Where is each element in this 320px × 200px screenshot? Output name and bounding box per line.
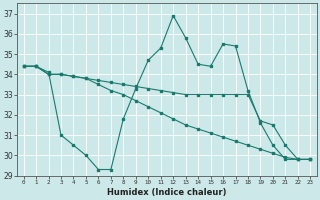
X-axis label: Humidex (Indice chaleur): Humidex (Indice chaleur)	[107, 188, 227, 197]
